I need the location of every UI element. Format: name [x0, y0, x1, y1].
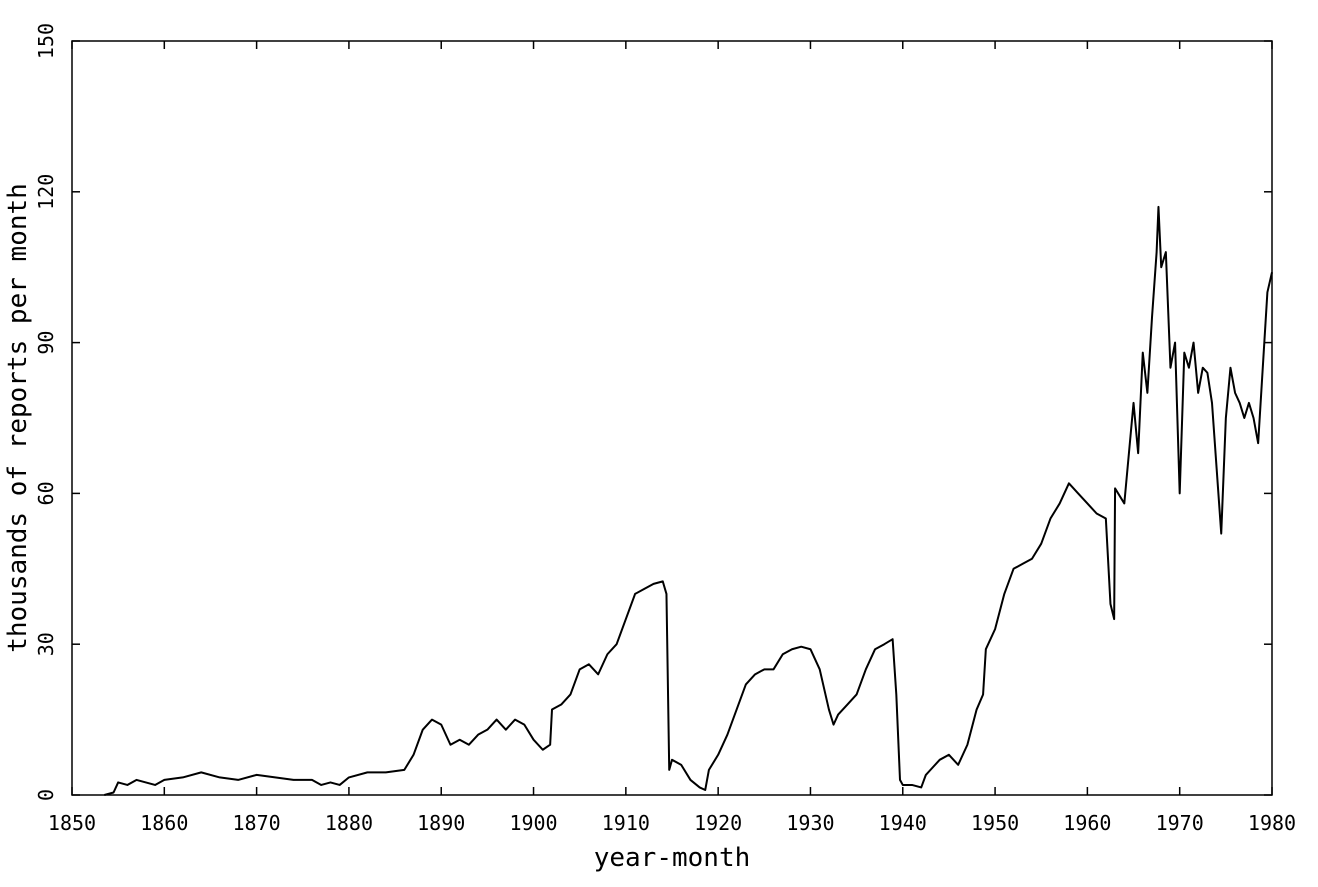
- x-tick-label: 1850: [48, 811, 96, 835]
- plot-frame: [71, 40, 1273, 796]
- x-tick-label: 1900: [509, 811, 557, 835]
- x-tick-label: 1940: [879, 811, 927, 835]
- x-tick-label: 1910: [602, 811, 650, 835]
- x-tick-label: 1960: [1063, 811, 1111, 835]
- x-tick-label: 1870: [233, 811, 281, 835]
- x-tick-label: 1980: [1248, 811, 1296, 835]
- y-tick-label: 0: [34, 789, 58, 801]
- x-tick-label: 1950: [971, 811, 1019, 835]
- x-tick-label: 1880: [325, 811, 373, 835]
- x-tick-label: 1890: [417, 811, 465, 835]
- x-tick-label: 1920: [694, 811, 742, 835]
- y-tick-label: 30: [34, 632, 58, 656]
- x-tick-label: 1930: [786, 811, 834, 835]
- data-line: [104, 205, 1273, 796]
- y-tick-label: 150: [34, 23, 58, 59]
- y-tick-label: 60: [34, 481, 58, 505]
- y-axis-label: thousands of reports per month: [3, 183, 33, 653]
- y-tick-label: 120: [34, 174, 58, 210]
- x-axis-label: year-month: [594, 843, 751, 873]
- y-tick-label: 90: [34, 331, 58, 355]
- x-tick-label: 1970: [1156, 811, 1204, 835]
- x-tick-label: 1860: [140, 811, 188, 835]
